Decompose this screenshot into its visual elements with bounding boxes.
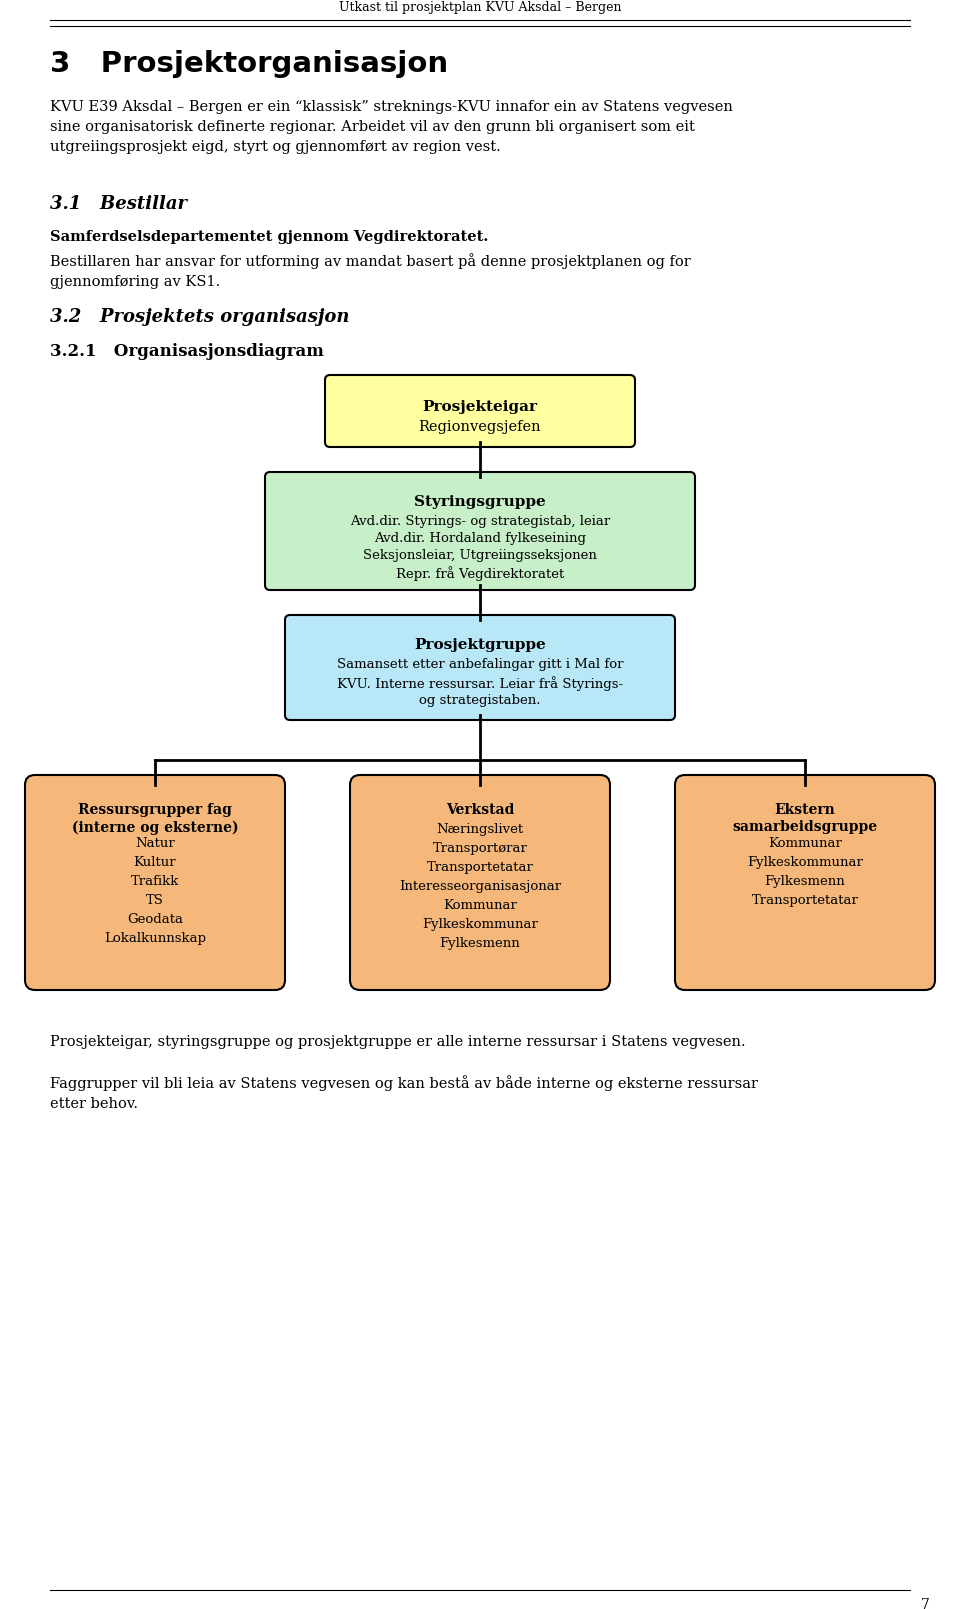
Text: Avd.dir. Hordaland fylkeseining: Avd.dir. Hordaland fylkeseining (374, 533, 586, 545)
Text: 7: 7 (922, 1598, 930, 1609)
Text: Prosjektgruppe: Prosjektgruppe (414, 639, 546, 652)
Text: TS: TS (146, 895, 164, 907)
Text: Transportørar: Transportørar (433, 842, 527, 854)
Text: Fylkeskommunar: Fylkeskommunar (747, 856, 863, 869)
Text: og strategistaben.: og strategistaben. (420, 693, 540, 706)
Text: Fylkesmenn: Fylkesmenn (764, 875, 846, 888)
FancyBboxPatch shape (350, 776, 610, 990)
Text: Verkstad: Verkstad (445, 803, 515, 817)
FancyBboxPatch shape (285, 615, 675, 719)
Text: Kommunar: Kommunar (444, 899, 516, 912)
Text: Ressursgrupper fag
(interne og eksterne): Ressursgrupper fag (interne og eksterne) (72, 803, 238, 835)
Text: Fylkesmenn: Fylkesmenn (440, 936, 520, 949)
Text: Regionvegsjefen: Regionvegsjefen (419, 420, 541, 434)
Text: Bestillaren har ansvar for utforming av mandat basert på denne prosjektplanen og: Bestillaren har ansvar for utforming av … (50, 253, 691, 290)
Text: Lokalkunnskap: Lokalkunnskap (104, 932, 206, 944)
Text: Avd.dir. Styrings- og strategistab, leiar: Avd.dir. Styrings- og strategistab, leia… (349, 515, 611, 528)
Text: KVU E39 Aksdal – Bergen er ein “klassisk” streknings-KVU innafor ein av Statens : KVU E39 Aksdal – Bergen er ein “klassisk… (50, 100, 732, 154)
Text: 3.2.1   Organisasjonsdiagram: 3.2.1 Organisasjonsdiagram (50, 343, 324, 360)
Text: Prosjekteigar, styringsgruppe og prosjektgruppe er alle interne ressursar i Stat: Prosjekteigar, styringsgruppe og prosjek… (50, 1035, 746, 1049)
Text: Kultur: Kultur (133, 856, 177, 869)
Text: Ekstern
samarbeidsgruppe: Ekstern samarbeidsgruppe (732, 803, 877, 835)
Text: Natur: Natur (135, 837, 175, 850)
Text: Samansett etter anbefalingar gitt i Mal for: Samansett etter anbefalingar gitt i Mal … (337, 658, 623, 671)
Text: Repr. frå Vegdirektoratet: Repr. frå Vegdirektoratet (396, 566, 564, 581)
FancyBboxPatch shape (675, 776, 935, 990)
Text: 3.1   Bestillar: 3.1 Bestillar (50, 195, 187, 212)
Text: 3.2   Prosjektets organisasjon: 3.2 Prosjektets organisasjon (50, 307, 349, 327)
FancyBboxPatch shape (265, 471, 695, 591)
Text: Fylkeskommunar: Fylkeskommunar (422, 919, 538, 932)
Text: Transportetatar: Transportetatar (752, 895, 858, 907)
Text: Seksjonsleiar, Utgreiingsseksjonen: Seksjonsleiar, Utgreiingsseksjonen (363, 549, 597, 562)
FancyBboxPatch shape (325, 375, 635, 447)
Text: Utkast til prosjektplan KVU Aksdal – Bergen: Utkast til prosjektplan KVU Aksdal – Ber… (339, 2, 621, 14)
Text: Prosjekteigar: Prosjekteigar (422, 401, 538, 414)
Text: KVU. Interne ressursar. Leiar frå Styrings-: KVU. Interne ressursar. Leiar frå Styrin… (337, 676, 623, 690)
Text: Styringsgruppe: Styringsgruppe (414, 496, 546, 508)
FancyBboxPatch shape (25, 776, 285, 990)
Text: Faggrupper vil bli leia av Statens vegvesen og kan bestå av både interne og ekst: Faggrupper vil bli leia av Statens vegve… (50, 1075, 758, 1110)
Text: 3   Prosjektorganisasjon: 3 Prosjektorganisasjon (50, 50, 448, 77)
Text: Trafikk: Trafikk (131, 875, 180, 888)
Text: Kommunar: Kommunar (768, 837, 842, 850)
Text: Transportetatar: Transportetatar (426, 861, 534, 874)
Text: Næringslivet: Næringslivet (437, 822, 523, 837)
Text: Geodata: Geodata (127, 912, 183, 927)
Text: Samferdselsdepartementet gjennom Vegdirektoratet.: Samferdselsdepartementet gjennom Vegdire… (50, 230, 489, 245)
Text: Interesseorganisasjonar: Interesseorganisasjonar (399, 880, 561, 893)
